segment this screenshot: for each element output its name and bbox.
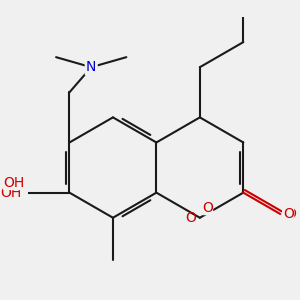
Text: O: O <box>285 207 296 221</box>
Text: O: O <box>283 207 294 221</box>
Text: N: N <box>86 60 96 74</box>
Text: N: N <box>86 60 96 74</box>
Text: OH: OH <box>1 186 22 200</box>
Text: OH: OH <box>3 176 24 190</box>
Text: O: O <box>185 211 196 225</box>
Text: O: O <box>202 201 213 215</box>
